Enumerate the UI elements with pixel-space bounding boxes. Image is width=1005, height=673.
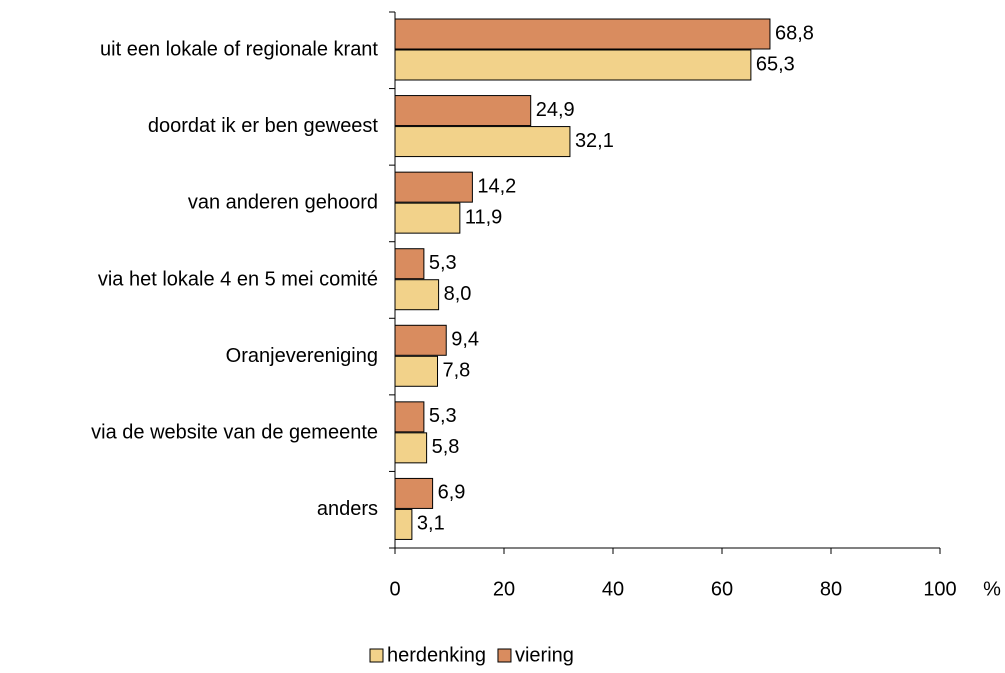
value-label: 24,9	[536, 99, 575, 121]
x-tick-label: 60	[711, 578, 733, 600]
x-tick-label: 40	[602, 578, 624, 600]
category-label: van anderen gehoord	[188, 192, 378, 214]
category-label: Oranjevereniging	[226, 345, 378, 367]
value-label: 32,1	[575, 130, 614, 152]
x-tick-label: 20	[493, 578, 515, 600]
bar	[394, 202, 461, 234]
bar	[394, 171, 473, 203]
value-label: 5,8	[432, 436, 460, 458]
x-tick-label: 0	[389, 578, 400, 600]
x-tick-label: 80	[820, 578, 842, 600]
legend-swatch	[369, 648, 384, 663]
category-label: anders	[317, 498, 378, 520]
legend-label: viering	[515, 644, 574, 666]
category-label: via de website van de gemeente	[91, 421, 378, 443]
value-label: 7,8	[443, 360, 471, 382]
bar	[394, 18, 771, 50]
bar	[394, 432, 428, 464]
bar	[394, 248, 425, 280]
value-label: 5,3	[429, 252, 457, 274]
value-label: 68,8	[775, 22, 814, 44]
x-tick-label: 100	[923, 578, 956, 600]
bar	[394, 477, 434, 509]
category-label: via het lokale 4 en 5 mei comité	[98, 268, 378, 290]
value-label: 65,3	[756, 53, 795, 75]
category-label: uit een lokale of regionale krant	[100, 39, 378, 61]
value-label: 8,0	[444, 283, 472, 305]
value-label: 3,1	[417, 513, 445, 535]
value-label: 11,9	[465, 206, 502, 228]
bar	[394, 401, 425, 433]
bar	[394, 324, 447, 356]
legend-label: herdenking	[387, 644, 486, 666]
bar	[394, 508, 413, 540]
bar	[394, 49, 752, 81]
bar	[394, 126, 571, 158]
category-label: doordat ik er ben geweest	[148, 115, 379, 137]
value-label: 5,3	[429, 405, 457, 427]
value-label: 6,9	[438, 482, 466, 504]
x-unit: %	[983, 578, 1001, 600]
bar	[394, 95, 532, 127]
value-label: 14,2	[477, 175, 516, 197]
legend-swatch	[497, 648, 512, 663]
value-label: 9,4	[451, 329, 479, 351]
bar	[394, 279, 440, 311]
bar	[394, 355, 439, 387]
